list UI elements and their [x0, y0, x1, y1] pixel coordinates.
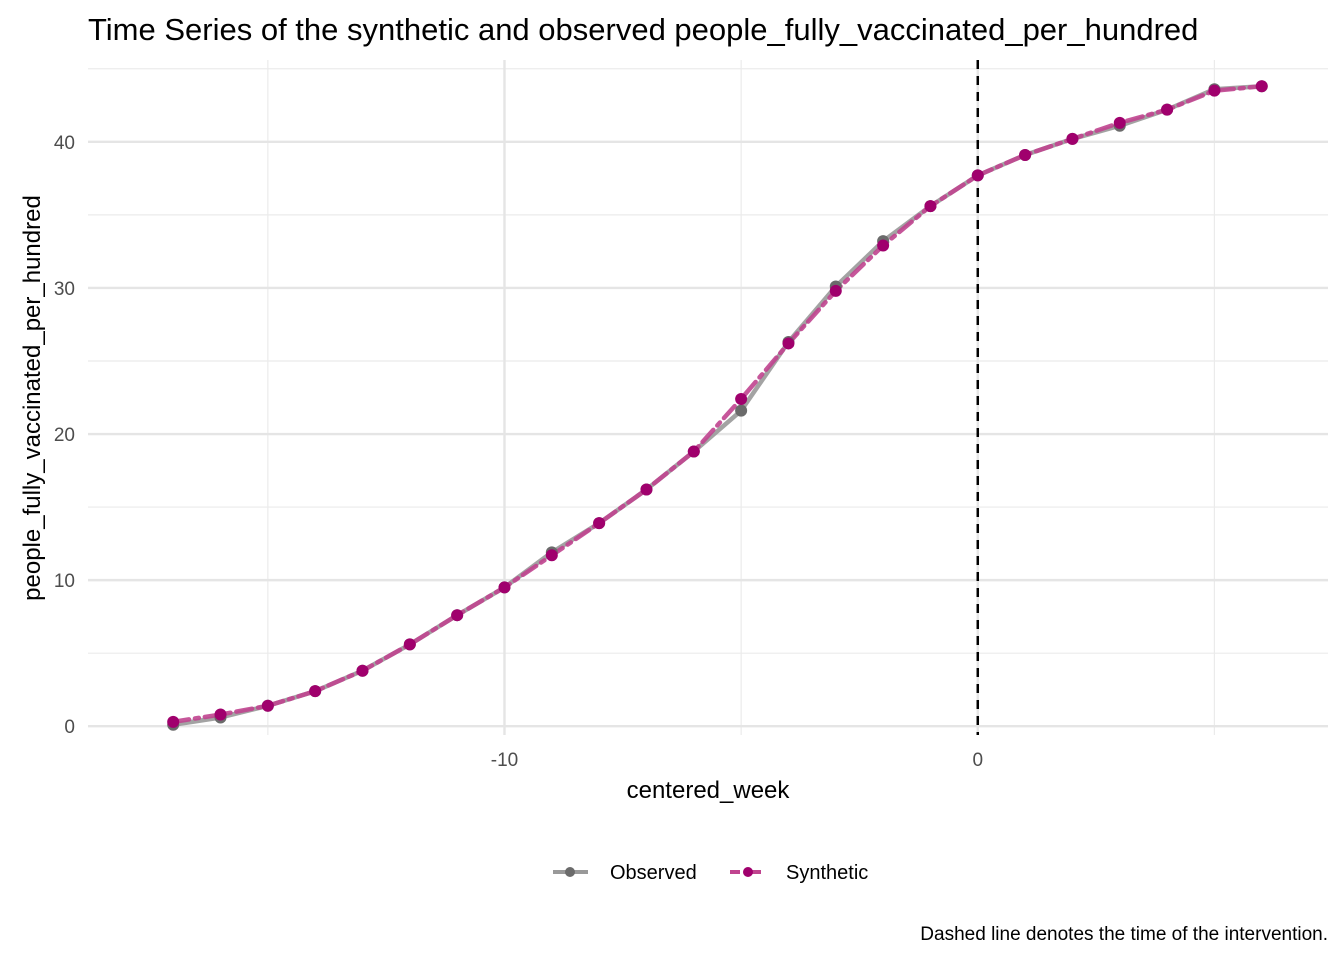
point-synthetic [829, 284, 842, 297]
y-tick-label: 40 [54, 133, 75, 154]
point-synthetic [1019, 148, 1032, 161]
legend-item-observed: Observed [553, 862, 697, 884]
point-synthetic [640, 483, 653, 496]
point-synthetic [498, 581, 511, 594]
point-synthetic [214, 708, 227, 721]
series-points [167, 80, 1268, 731]
point-synthetic [356, 664, 369, 677]
point-synthetic [309, 685, 322, 698]
chart-title: Time Series of the synthetic and observe… [88, 12, 1198, 47]
legend-item-synthetic: Synthetic [730, 862, 868, 884]
point-synthetic [403, 638, 416, 651]
chart-caption: Dashed line denotes the time of the inte… [920, 924, 1328, 945]
series-line-observed [170, 84, 1264, 728]
legend-synthetic-marker [743, 867, 753, 877]
y-tick-label: 20 [54, 425, 75, 446]
point-synthetic [1208, 84, 1221, 97]
legend-synthetic-label: Synthetic [786, 862, 868, 884]
point-synthetic [735, 392, 748, 405]
x-tick-labels: -10 0 [491, 750, 983, 771]
point-observed [735, 404, 748, 417]
y-tick-label: 0 [64, 717, 75, 738]
point-synthetic [877, 239, 890, 252]
y-tick-labels: 0 10 20 30 40 [54, 133, 75, 738]
legend: Observed Synthetic [553, 862, 868, 884]
point-synthetic [593, 517, 606, 530]
point-synthetic [167, 715, 180, 728]
y-tick-label: 10 [54, 571, 75, 592]
point-synthetic [261, 699, 274, 712]
point-synthetic [1161, 103, 1174, 116]
point-synthetic [1113, 116, 1126, 129]
x-axis-title: centered_week [627, 777, 791, 804]
y-axis-title: people_fully_vaccinated_per_hundred [19, 195, 46, 601]
point-synthetic [1255, 80, 1268, 93]
point-synthetic [451, 609, 464, 622]
point-synthetic [782, 337, 795, 350]
point-synthetic [924, 200, 937, 213]
point-synthetic [687, 445, 700, 458]
series-lines [170, 84, 1264, 728]
y-tick-label: 30 [54, 279, 75, 300]
series-line-synthetic [170, 84, 1264, 725]
x-tick-label: -10 [491, 750, 518, 771]
point-synthetic [545, 549, 558, 562]
x-tick-label: 0 [972, 750, 983, 771]
grid-minor [88, 60, 1328, 735]
legend-observed-label: Observed [610, 862, 697, 884]
legend-observed-marker [565, 867, 575, 877]
grid-major [88, 60, 1328, 735]
point-synthetic [1066, 132, 1079, 145]
point-synthetic [971, 169, 984, 182]
